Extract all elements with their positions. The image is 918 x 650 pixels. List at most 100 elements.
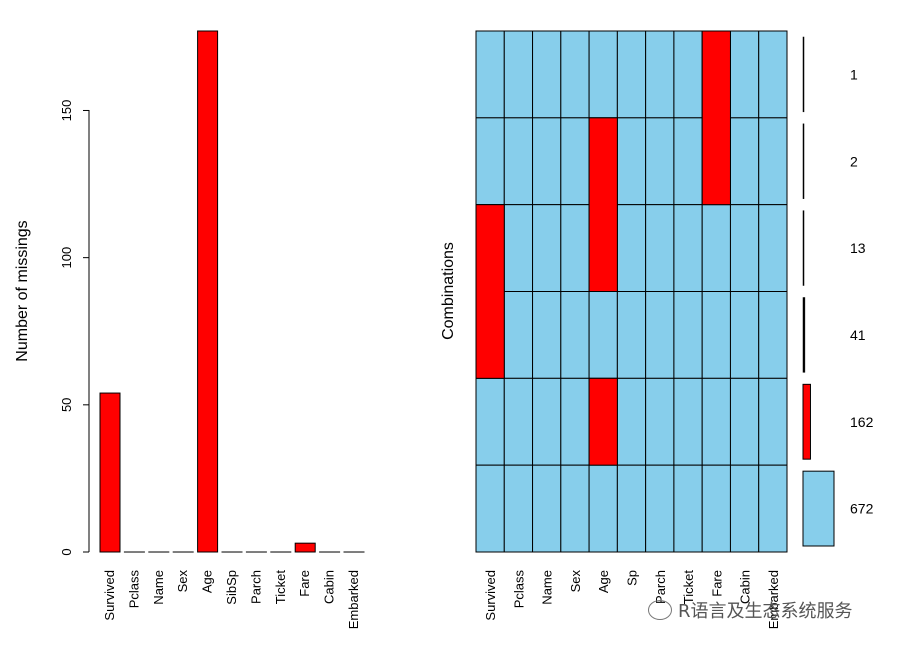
heatmap-cell xyxy=(503,464,534,553)
bar xyxy=(99,392,121,553)
missing-cell xyxy=(475,204,505,379)
heatmap-cell xyxy=(503,377,534,466)
heatmap-cell xyxy=(645,464,675,553)
missing-cell xyxy=(701,30,731,206)
heatmap-cell xyxy=(532,377,562,466)
heatmap-cell xyxy=(503,30,534,119)
heatmap-cell xyxy=(673,464,703,553)
heatmap-cell xyxy=(503,204,534,293)
heatmap-column-label: Name xyxy=(540,570,555,605)
heatmap-cell xyxy=(532,464,562,553)
heatmap-cell xyxy=(475,377,505,466)
heatmap-cell xyxy=(588,30,618,119)
x-tick-label: Name xyxy=(151,570,166,605)
x-tick-label: Parch xyxy=(248,570,263,604)
watermark-text: R语言及生态系统服务 xyxy=(678,601,853,622)
heatmap-cell xyxy=(645,377,675,466)
x-tick-label: Ticket xyxy=(273,570,288,605)
heatmap-cell xyxy=(560,204,590,293)
heatmap-cell xyxy=(673,291,703,379)
heatmap-cell xyxy=(729,291,760,379)
heatmap-cell xyxy=(701,291,731,379)
x-tick-label: Fare xyxy=(297,570,312,597)
missing-cell xyxy=(588,117,618,293)
missing-combinations-heatmap: Combinations Survived Pclass Name Sex Age Sp Pa… xyxy=(440,30,874,629)
heatmap-cell xyxy=(701,377,731,466)
heatmap-cell xyxy=(758,117,788,206)
heatmap-column-label: Cabin xyxy=(738,570,753,604)
missing-count-bar-chart: 0 50 100 150 Number of missings Survived Pclas… xyxy=(14,30,365,629)
heatmap-column-label: Fare xyxy=(709,570,724,597)
heatmap-cell xyxy=(729,30,760,119)
heatmap-cell xyxy=(532,291,562,379)
combination-count-label: 1 xyxy=(850,66,858,82)
heatmap-cell xyxy=(673,30,703,119)
heatmap-column-label: Pclass xyxy=(511,570,526,609)
heatmap-cell xyxy=(673,377,703,466)
heatmap-cell xyxy=(475,117,505,206)
combination-proportion-bar xyxy=(802,383,811,460)
heatmap-cell xyxy=(588,291,618,379)
heatmap-cell xyxy=(503,291,534,379)
x-tick-label: Survived xyxy=(102,570,117,621)
heatmap-cell xyxy=(758,291,788,379)
heatmap-cell xyxy=(503,117,534,206)
watermark: R语言及生态系统服务 xyxy=(648,597,853,623)
heatmap-cell xyxy=(673,204,703,293)
x-tick-label: Sex xyxy=(175,570,190,593)
x-tick-label: Age xyxy=(200,570,215,593)
combination-proportion-bar xyxy=(802,470,835,547)
combination-count-label: 672 xyxy=(850,501,874,517)
combination-count-label: 13 xyxy=(850,240,866,256)
combination-count-label: 162 xyxy=(850,414,874,430)
heatmap-cell xyxy=(616,30,647,119)
heatmap-cell xyxy=(645,117,675,206)
combination-count-label: 41 xyxy=(850,327,866,343)
heatmap-cell xyxy=(532,117,562,206)
heatmap-cell xyxy=(758,30,788,119)
combination-count-label: 2 xyxy=(850,153,858,169)
heatmap-y-label: Combinations xyxy=(440,242,457,340)
heatmap-cell xyxy=(758,464,788,553)
heatmap-cell xyxy=(701,204,731,293)
missing-cell xyxy=(588,377,618,466)
heatmap-cell xyxy=(532,30,562,119)
wechat-icon xyxy=(648,600,672,620)
heatmap-cell xyxy=(532,204,562,293)
x-tick-label: SibSp xyxy=(224,570,239,605)
heatmap-column-label: Ticket xyxy=(681,570,696,605)
heatmap-cell xyxy=(645,291,675,379)
y-tick-label: 100 xyxy=(59,247,74,269)
heatmap-column-label: Parch xyxy=(653,570,668,604)
bar xyxy=(294,542,316,553)
heatmap-column-label: Sp xyxy=(625,570,640,586)
heatmap-cell xyxy=(729,204,760,293)
heatmap-cell xyxy=(475,464,505,553)
heatmap-cell xyxy=(560,377,590,466)
y-axis-label: Number of missings xyxy=(14,220,31,361)
heatmap-cell xyxy=(645,204,675,293)
heatmap-cell xyxy=(560,30,590,119)
combination-proportion-bar xyxy=(802,297,806,373)
heatmap-cell xyxy=(560,291,590,379)
heatmap-cell xyxy=(758,204,788,293)
heatmap-column-label: Survived xyxy=(483,570,498,621)
x-tick-label: Pclass xyxy=(126,570,141,609)
heatmap-cell xyxy=(616,204,647,293)
heatmap-cell xyxy=(645,30,675,119)
heatmap-cell xyxy=(729,117,760,206)
heatmap-column-label: Age xyxy=(596,570,611,593)
y-tick-label: 50 xyxy=(59,398,74,412)
combination-proportion-bar xyxy=(802,36,805,113)
heatmap-cell xyxy=(729,464,760,553)
combination-proportion-bar xyxy=(802,210,805,286)
combination-proportion-bar xyxy=(802,123,805,199)
heatmap-cell xyxy=(616,291,647,379)
heatmap-column-label: Embarked xyxy=(766,570,781,629)
y-tick-label: 150 xyxy=(59,100,74,122)
heatmap-cell xyxy=(729,377,760,466)
x-tick-label: Embarked xyxy=(346,570,361,629)
heatmap-cell xyxy=(560,117,590,206)
heatmap-cell xyxy=(588,464,618,553)
